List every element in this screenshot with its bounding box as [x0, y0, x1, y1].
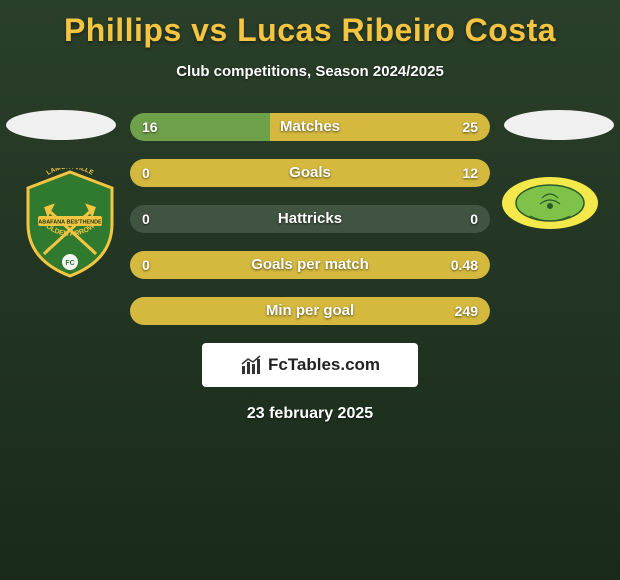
stat-label: Matches	[130, 113, 490, 141]
subtitle: Club competitions, Season 2024/2025	[0, 63, 620, 80]
stat-value-right: 249	[455, 297, 478, 325]
page-title: Phillips vs Lucas Ribeiro Costa	[0, 0, 620, 49]
stat-value-right: 0	[470, 205, 478, 233]
player-left-avatar	[6, 110, 116, 140]
stat-label: Goals per match	[130, 251, 490, 279]
chart-icon	[240, 354, 262, 376]
club-right-badge	[500, 168, 600, 278]
svg-text:ABAFANA BES'THENDE: ABAFANA BES'THENDE	[38, 220, 102, 226]
stat-row: 0Goals per match0.48	[130, 251, 490, 279]
stat-row: Min per goal249	[130, 297, 490, 325]
brand-text: FcTables.com	[268, 355, 380, 375]
stat-label: Goals	[130, 159, 490, 187]
stat-label: Min per goal	[130, 297, 490, 325]
svg-text:FC: FC	[65, 260, 74, 267]
stat-label: Hattricks	[130, 205, 490, 233]
stat-value-right: 0.48	[451, 251, 478, 279]
stat-row: 0Hattricks0	[130, 205, 490, 233]
stat-row: 0Goals12	[130, 159, 490, 187]
stat-bars: 16Matches250Goals120Hattricks00Goals per…	[130, 110, 490, 325]
stat-value-right: 12	[462, 159, 478, 187]
comparison-panel: LAMONTVILLE GOLDEN ARROWS ABAFANA BES'TH…	[0, 110, 620, 423]
stat-row: 16Matches25	[130, 113, 490, 141]
brand-box[interactable]: FcTables.com	[202, 343, 418, 387]
player-right-avatar	[504, 110, 614, 140]
club-left-badge: LAMONTVILLE GOLDEN ARROWS ABAFANA BES'TH…	[20, 168, 120, 278]
date-label: 23 february 2025	[0, 405, 620, 423]
stat-value-right: 25	[462, 113, 478, 141]
